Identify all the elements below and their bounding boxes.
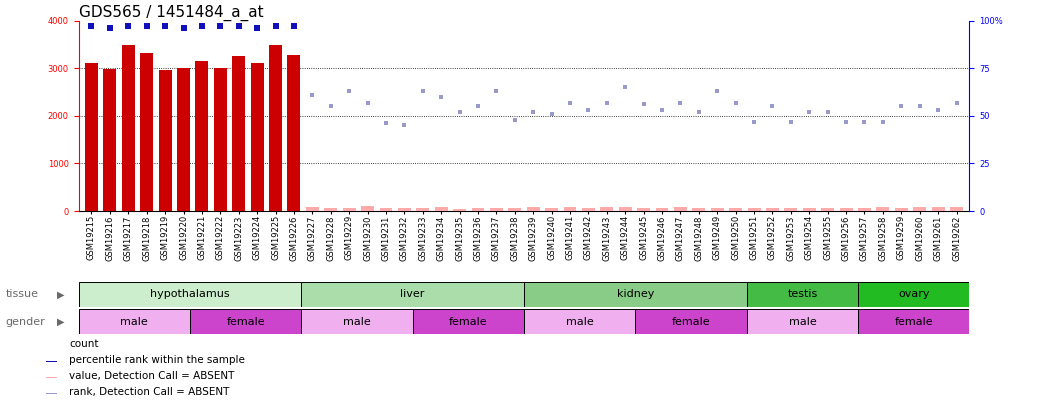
- Bar: [564, 207, 576, 211]
- Bar: [527, 207, 540, 211]
- Bar: [545, 209, 558, 211]
- Bar: [858, 309, 969, 334]
- Bar: [895, 208, 908, 211]
- Bar: [746, 282, 858, 307]
- Bar: [122, 45, 135, 211]
- Bar: [196, 61, 209, 211]
- Bar: [524, 282, 746, 307]
- Bar: [79, 282, 301, 307]
- Bar: [951, 207, 963, 211]
- Bar: [490, 208, 503, 211]
- Bar: [932, 207, 944, 211]
- Bar: [711, 208, 724, 211]
- Bar: [233, 56, 245, 211]
- Text: value, Detection Call = ABSENT: value, Detection Call = ABSENT: [69, 371, 235, 381]
- Bar: [413, 309, 524, 334]
- Bar: [803, 208, 815, 211]
- Bar: [46, 393, 58, 394]
- Bar: [472, 208, 484, 211]
- Bar: [876, 207, 890, 211]
- Bar: [140, 53, 153, 211]
- Bar: [746, 309, 858, 334]
- Text: percentile rank within the sample: percentile rank within the sample: [69, 355, 245, 365]
- Text: male: male: [343, 317, 371, 326]
- Bar: [324, 208, 337, 211]
- Bar: [508, 209, 521, 211]
- Bar: [104, 69, 116, 211]
- Text: male: male: [788, 317, 816, 326]
- Bar: [379, 208, 392, 211]
- Bar: [747, 209, 761, 211]
- Text: kidney: kidney: [616, 290, 654, 299]
- Bar: [85, 64, 97, 211]
- Text: count: count: [69, 339, 99, 349]
- Bar: [343, 208, 355, 211]
- Bar: [287, 55, 301, 211]
- Bar: [656, 208, 669, 211]
- Bar: [785, 209, 798, 211]
- Bar: [637, 208, 650, 211]
- Text: ▶: ▶: [57, 290, 65, 299]
- Bar: [674, 207, 686, 211]
- Bar: [635, 309, 746, 334]
- Text: testis: testis: [787, 290, 817, 299]
- Text: ▶: ▶: [57, 317, 65, 326]
- Bar: [79, 309, 190, 334]
- Text: ovary: ovary: [898, 290, 930, 299]
- Bar: [822, 208, 834, 211]
- Text: gender: gender: [5, 317, 45, 326]
- Bar: [858, 209, 871, 211]
- Bar: [269, 45, 282, 211]
- Bar: [177, 68, 190, 211]
- Text: rank, Detection Call = ABSENT: rank, Detection Call = ABSENT: [69, 387, 230, 396]
- Bar: [766, 208, 779, 211]
- Bar: [582, 208, 595, 211]
- Bar: [301, 282, 524, 307]
- Bar: [435, 207, 447, 211]
- Bar: [46, 377, 58, 378]
- Bar: [729, 208, 742, 211]
- Bar: [618, 207, 632, 211]
- Bar: [601, 207, 613, 211]
- Bar: [453, 209, 466, 211]
- Bar: [693, 208, 705, 211]
- Text: female: female: [449, 317, 487, 326]
- Text: GDS565 / 1451484_a_at: GDS565 / 1451484_a_at: [79, 4, 263, 21]
- Text: female: female: [226, 317, 265, 326]
- Bar: [46, 345, 58, 346]
- Bar: [416, 208, 430, 211]
- Bar: [398, 209, 411, 211]
- Bar: [46, 361, 58, 362]
- Bar: [913, 207, 926, 211]
- Bar: [858, 282, 969, 307]
- Text: liver: liver: [400, 290, 424, 299]
- Bar: [362, 206, 374, 211]
- Text: male: male: [566, 317, 593, 326]
- Text: hypothalamus: hypothalamus: [150, 290, 230, 299]
- Text: tissue: tissue: [5, 290, 38, 299]
- Bar: [306, 207, 319, 211]
- Bar: [524, 309, 635, 334]
- Text: female: female: [672, 317, 711, 326]
- Bar: [158, 70, 172, 211]
- Bar: [214, 68, 226, 211]
- Text: female: female: [894, 317, 933, 326]
- Bar: [250, 64, 263, 211]
- Bar: [839, 208, 852, 211]
- Bar: [301, 309, 413, 334]
- Bar: [190, 309, 301, 334]
- Text: male: male: [121, 317, 148, 326]
